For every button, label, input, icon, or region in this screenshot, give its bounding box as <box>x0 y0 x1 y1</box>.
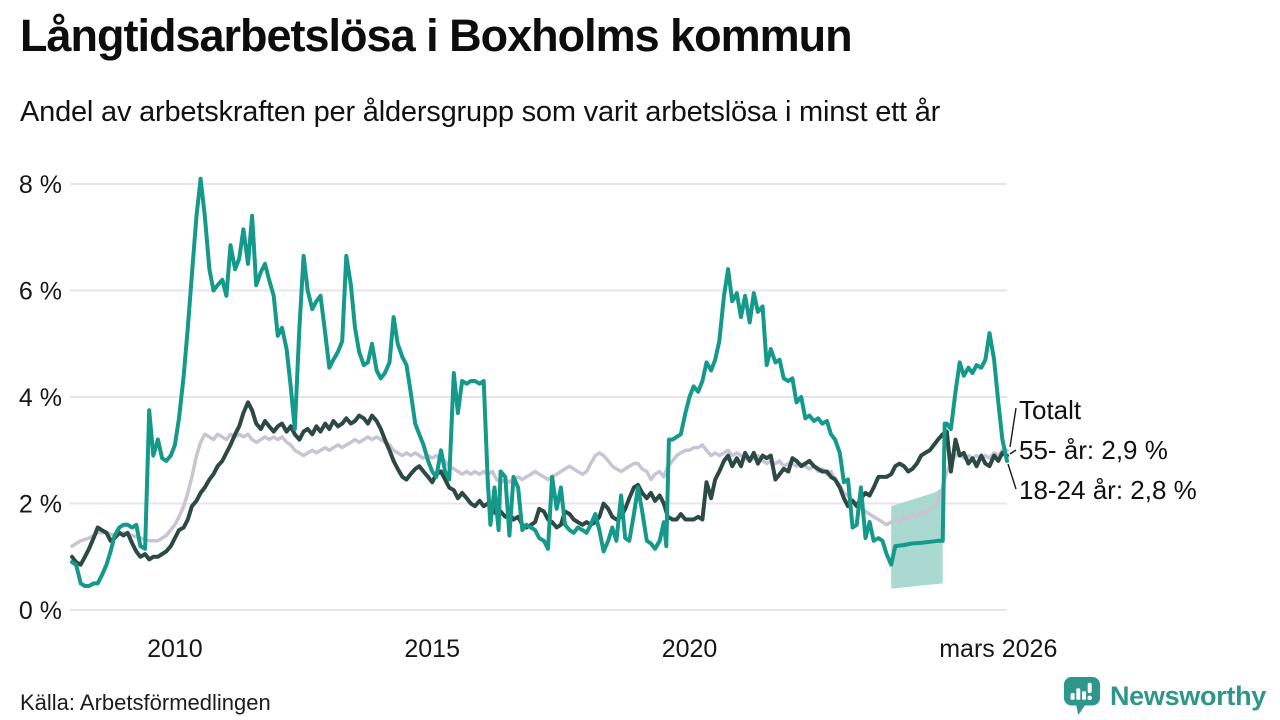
x-tick-label: 2015 <box>404 635 460 663</box>
x-tick-label: 2010 <box>147 635 203 663</box>
newsworthy-logo: Newsworthy <box>1063 676 1266 716</box>
annotation-leader-line <box>1009 407 1017 448</box>
series-label-55-ar: 55- år: 2,9 % <box>1019 435 1168 465</box>
series-line-18-24-ar <box>70 176 1009 588</box>
annotation-leader-line <box>1007 463 1017 490</box>
series-label-18-24-ar: 18-24 år: 2,8 % <box>1019 475 1197 505</box>
page-title: Långtidsarbetslösa i Boxholms kommun <box>20 10 853 61</box>
newsworthy-logo-icon <box>1063 677 1101 715</box>
uncertainty-band <box>891 487 943 589</box>
x-tick-label: mars 2026 <box>939 635 1057 663</box>
newsworthy-logo-text: Newsworthy <box>1109 680 1266 711</box>
y-tick-label: 8 % <box>19 171 62 199</box>
y-tick-label: 0 % <box>19 597 62 625</box>
y-tick-label: 2 % <box>19 491 62 519</box>
y-tick-label: 4 % <box>19 384 62 412</box>
x-tick-label: 2020 <box>662 635 718 663</box>
source-note: Källa: Arbetsförmedlingen <box>20 690 271 715</box>
page-subtitle: Andel av arbetskraften per åldersgrupp s… <box>20 96 941 128</box>
annotation-leader-line <box>1009 449 1017 455</box>
y-tick-label: 6 % <box>19 278 62 306</box>
series-label-totalt: Totalt <box>1019 395 1082 425</box>
